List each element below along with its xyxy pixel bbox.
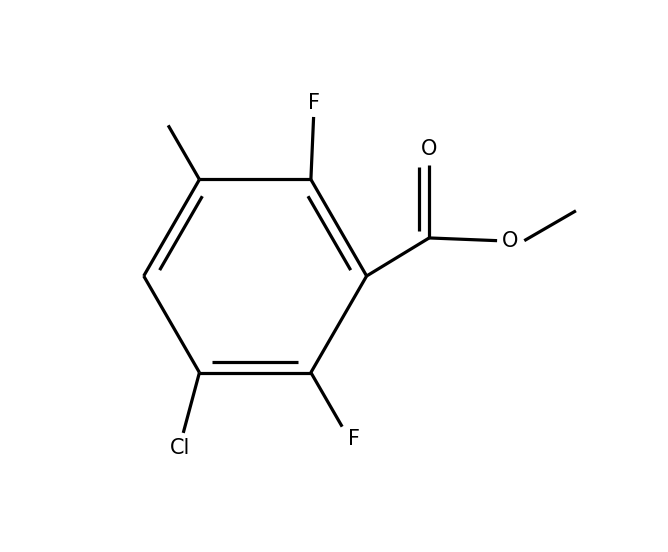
Text: F: F (347, 429, 359, 449)
Text: Cl: Cl (170, 438, 191, 458)
Text: O: O (502, 231, 518, 251)
Text: F: F (307, 93, 319, 113)
Text: O: O (421, 139, 438, 159)
